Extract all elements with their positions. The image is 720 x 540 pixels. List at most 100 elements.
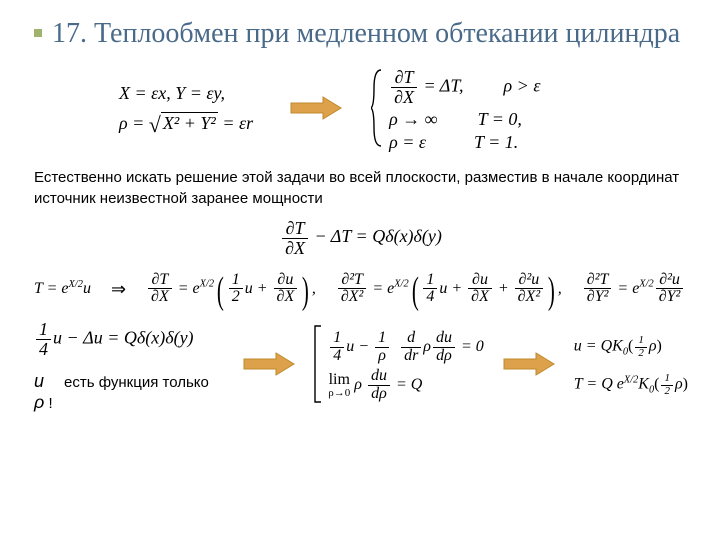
eq4b-eq: = e: [368, 280, 394, 297]
eq4b-exp: X/2: [394, 278, 408, 289]
system-1: ∂T∂X = ΔT,ρ > ε ρ → ∞T = 0, ρ = εT = 1.: [371, 66, 540, 154]
eq2-den: ∂X: [282, 239, 308, 258]
s2-lm: ρ: [350, 376, 366, 393]
eq6b-an: 1: [661, 373, 673, 386]
eq4b-cn: ∂²u: [515, 272, 543, 290]
sqrt-icon: √: [149, 112, 161, 137]
note-excl: !: [44, 395, 52, 412]
eq4a-fnum: ∂T: [148, 272, 172, 290]
s2-dd: dρ: [433, 348, 455, 365]
sys1-line1: ∂T∂X = ΔT,ρ > ε: [389, 68, 540, 107]
eq4c-eq: = e: [613, 280, 639, 297]
title-bullet-icon: [34, 29, 42, 37]
eq6a: u = QK0(12ρ): [574, 335, 688, 359]
s2-cd: dr: [401, 348, 421, 365]
s2-ad: 4: [330, 348, 344, 365]
eq4a-tail: ,: [312, 280, 316, 297]
eq6a-an: 1: [635, 335, 647, 348]
eq-rho: ρ = √X² + Y² = εr: [119, 112, 253, 137]
eq4a-bn: ∂u: [274, 272, 298, 290]
row-derivatives: T = eX/2u ⇒ ∂T∂X = eX/2(12u + ∂u∂X), ∂²T…: [34, 272, 688, 307]
eq2: ∂T∂X − ΔT = Qδ(x)δ(y): [280, 226, 442, 246]
sys2-line1: 14u − 1ρddrρdudρ = 0: [328, 330, 484, 365]
eq3-exp: X/2: [69, 279, 83, 290]
eq4b-bd: ∂X: [468, 289, 492, 306]
eq3-post: u: [83, 280, 91, 297]
eq4a-fden: ∂X: [148, 289, 172, 306]
title-text: 17. Теплообмен при медленном обтекании ц…: [52, 18, 680, 49]
eq4b-an: 1: [423, 272, 437, 290]
defs-block: X = εx, Y = εy, ρ = √X² + Y² = εr: [119, 83, 253, 137]
eq4b-fnum: ∂²T: [338, 272, 366, 290]
eq4b-tail: ,: [558, 280, 562, 297]
eq4a: ∂T∂X = eX/2(12u + ∂u∂X),: [146, 272, 316, 307]
s2-cn: d: [401, 330, 421, 348]
sys1-l2-lhs: ρ → ∞: [389, 109, 437, 129]
bottom-left: 14u − Δu = Qδ(x)δ(y) u есть функция тольк…: [34, 320, 224, 412]
eq6a-ad: 2: [635, 348, 647, 360]
s2-fn: du: [368, 368, 390, 386]
eq6b-K: K: [638, 376, 649, 393]
eq2-row: ∂T∂X − ΔT = Qδ(x)δ(y): [34, 219, 688, 258]
eq-rho-lhs: ρ =: [119, 113, 149, 133]
sys1-line2: ρ → ∞ T = 0,: [389, 109, 540, 130]
eq4b-fden: ∂X²: [338, 289, 366, 306]
system-2: 14u − 1ρddrρdudρ = 0 limρ→0 ρ dudρ = Q: [314, 325, 484, 408]
eq5-an: 1: [36, 320, 51, 340]
eq4a-an: 1: [229, 272, 243, 290]
eq4c-fden: ∂Y²: [584, 289, 612, 306]
row-definitions: X = εx, Y = εy, ρ = √X² + Y² = εr ∂T∂X =…: [119, 66, 688, 154]
eq4b-bn: ∂u: [468, 272, 492, 290]
eq4b-m1: u +: [439, 280, 466, 297]
s2-bd: ρ: [375, 348, 389, 365]
eq4c-gd: ∂Y²: [656, 289, 684, 306]
note: u есть функция только ρ !: [34, 371, 224, 412]
eq-XY: X = εx, Y = εy,: [119, 83, 253, 104]
eq5-ad: 4: [36, 340, 51, 359]
sys1-l3-lhs: ρ = ε: [389, 132, 426, 152]
results: u = QK0(12ρ) T = Q eX/2K0(12ρ): [574, 335, 688, 397]
eq4a-bd: ∂X: [274, 289, 298, 306]
eq4c-gn: ∂²u: [656, 272, 684, 290]
sys1-l2-rhs: T = 0,: [478, 109, 522, 129]
arrow-icon: [289, 95, 343, 126]
s2-dn: du: [433, 330, 455, 348]
s2-an: 1: [330, 330, 344, 348]
s2-bn: 1: [375, 330, 389, 348]
implies-icon: ⇒: [111, 279, 126, 300]
s2-t1: = 0: [457, 338, 484, 355]
note-u: u: [34, 371, 44, 391]
sys1-l1-cond: ρ > ε: [504, 76, 541, 96]
eq5: 14u − Δu = Qδ(x)δ(y): [34, 320, 224, 359]
eq6b: T = Q eX/2K0(12ρ): [574, 373, 688, 397]
arrow-icon: [502, 351, 556, 382]
arrow-icon: [242, 351, 296, 382]
eq4b: ∂²T∂X² = eX/2(14u + ∂u∂X + ∂²u∂X²),: [336, 272, 562, 307]
sys1-l1-den: ∂X: [391, 88, 417, 107]
eq3-pre: T = e: [34, 280, 69, 297]
slide-title: 17. Теплообмен при медленном обтекании ц…: [34, 18, 688, 50]
left-brace-icon: [371, 68, 383, 153]
eq6b-ad: 2: [661, 386, 673, 398]
note-text: есть функция только: [64, 374, 209, 391]
s2-fd: dρ: [368, 386, 390, 403]
eq-rho-rhs: = εr: [218, 113, 253, 133]
eq4a-eq: = e: [174, 280, 200, 297]
s2-limb: ρ→0: [328, 387, 350, 400]
eq4c: ∂²T∂Y² = eX/2∂²u∂Y²: [582, 272, 686, 307]
s2-m1: u −: [346, 338, 373, 355]
sys1-l1-rhs: = ΔT,: [419, 76, 464, 96]
eq4a-ad: 2: [229, 289, 243, 306]
eq4a-exp: X/2: [200, 278, 214, 289]
system-2-body: 14u − 1ρddrρdudρ = 0 limρ→0 ρ dudρ = Q: [328, 328, 484, 405]
eq6a-pre: u = QK: [574, 338, 623, 355]
sys2-line2: limρ→0 ρ dudρ = Q: [328, 368, 484, 403]
s2-t2: = Q: [392, 376, 422, 393]
eq-rho-rad: X² + Y²: [161, 112, 218, 134]
sys1-l3-rhs: T = 1.: [474, 132, 518, 152]
eq6a-tail: ρ: [649, 338, 657, 355]
note-rho: ρ: [34, 392, 44, 412]
s2-m2: ρ: [423, 338, 431, 355]
eq4a-mid: u +: [245, 280, 272, 297]
row-bottom: 14u − Δu = Qδ(x)δ(y) u есть функция тольк…: [34, 320, 688, 412]
